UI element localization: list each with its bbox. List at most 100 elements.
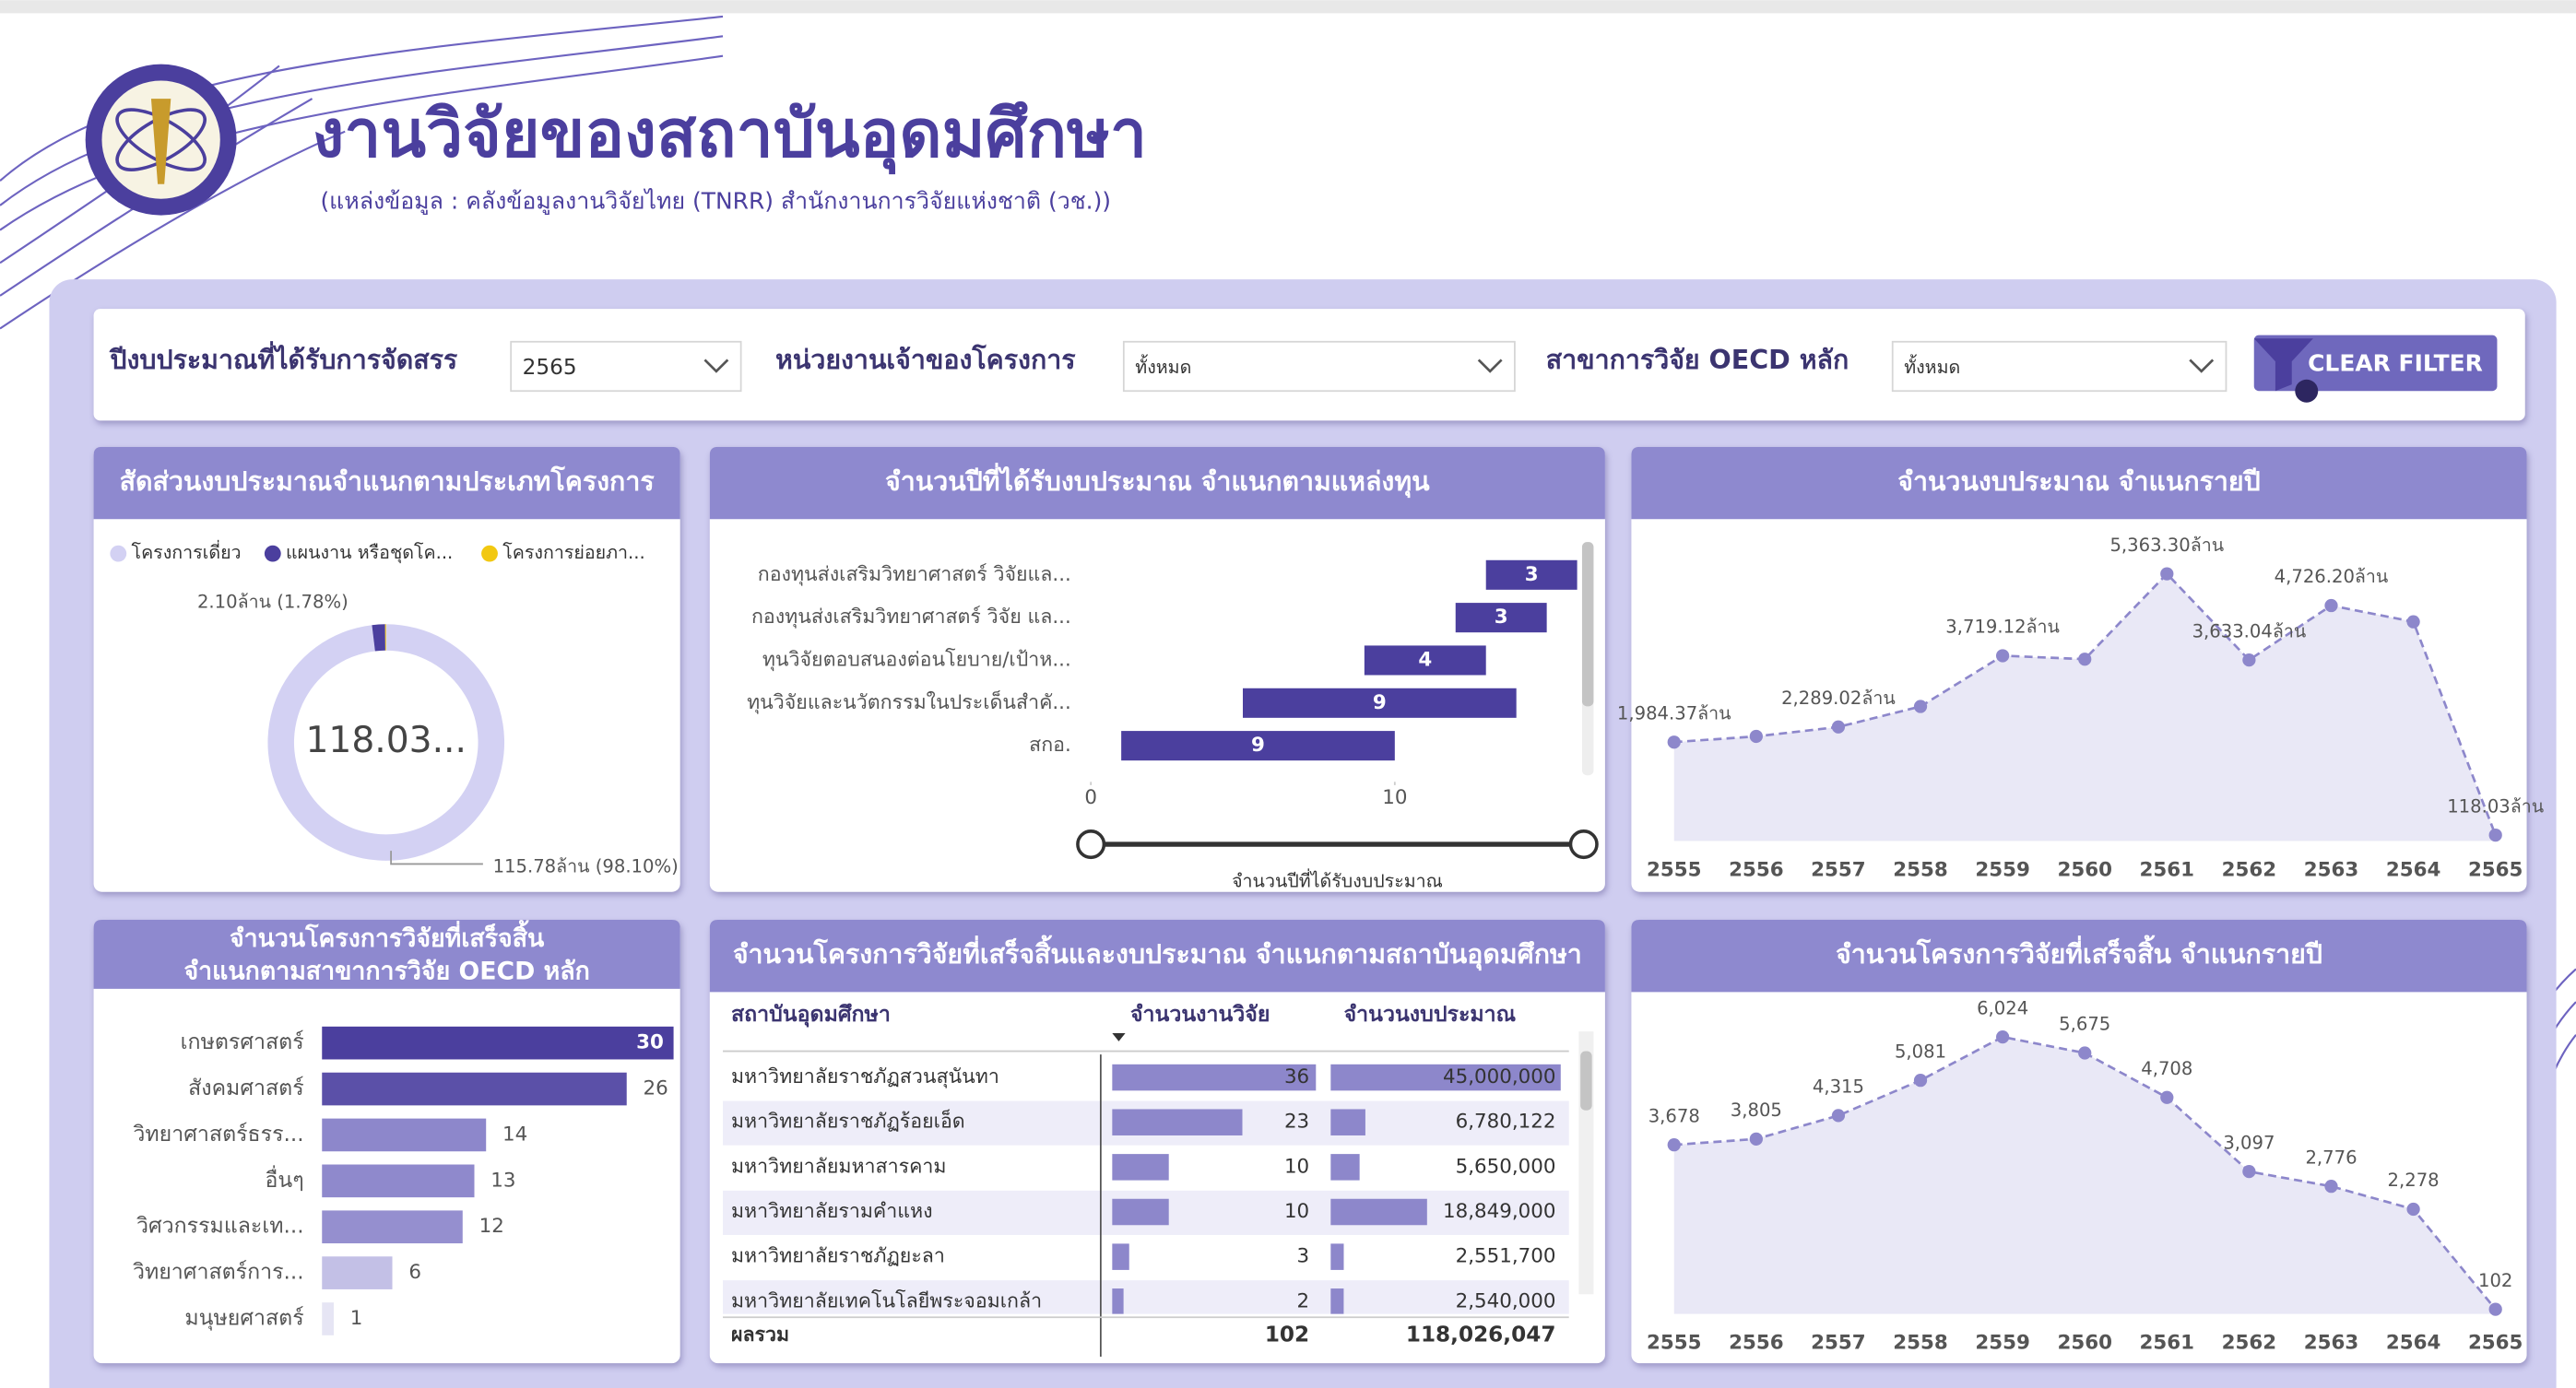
data-label: 2.10ล้าน (1.78%) bbox=[197, 592, 349, 613]
data-label: 2,278 bbox=[2388, 1170, 2440, 1191]
data-label: 3,805 bbox=[1731, 1100, 1782, 1121]
data-label: 6,024 bbox=[1977, 997, 2028, 1018]
x-tick-label: 2563 bbox=[2304, 1332, 2359, 1355]
x-tick-label: 2559 bbox=[1975, 859, 2030, 882]
data-label: 14 bbox=[502, 1123, 527, 1146]
filter-label: สาขาการวิจัย OECD หลัก bbox=[1546, 345, 1849, 375]
cell: 10 bbox=[1284, 1200, 1309, 1223]
bar bbox=[322, 1119, 486, 1152]
x-tick-label: 2556 bbox=[1729, 1332, 1784, 1355]
point bbox=[1832, 1109, 1845, 1122]
legend-swatch bbox=[265, 546, 281, 562]
point bbox=[2324, 599, 2337, 612]
point bbox=[2242, 1165, 2255, 1178]
page: งานวิจัยของสถาบันอุดมศึกษา (แหล่งข้อมูล … bbox=[0, 0, 2576, 1388]
y-tick-label: วิทยาศาสตร์ธรร... bbox=[133, 1122, 303, 1147]
x-tick-label: 2561 bbox=[2140, 1332, 2195, 1355]
data-label: 102 bbox=[2478, 1270, 2512, 1291]
x-tick-label: 2562 bbox=[2222, 859, 2277, 882]
point bbox=[1668, 1138, 1681, 1151]
card-title: สัดส่วนงบประมาณจำแนกตามประเภทโครงการ bbox=[120, 465, 656, 497]
dropdown-value[interactable]: ทั้งหมด bbox=[1135, 354, 1191, 378]
x-tick-label: 2564 bbox=[2386, 1332, 2441, 1355]
data-label: 3,719.12ล้าน bbox=[1945, 617, 2060, 638]
x-tick-label: 2557 bbox=[1811, 1332, 1866, 1355]
cell: 5,650,000 bbox=[1456, 1155, 1556, 1178]
point bbox=[1832, 721, 1845, 734]
data-label: 9 bbox=[1251, 734, 1265, 757]
data-bar bbox=[1330, 1199, 1426, 1226]
point bbox=[2406, 1203, 2419, 1216]
center-label: 118.03... bbox=[305, 720, 467, 761]
x-tick-label: 2556 bbox=[1729, 859, 1784, 882]
x-axis-title: จำนวนปีที่ได้รับงบประมาณ bbox=[1232, 869, 1443, 892]
data-bar bbox=[1330, 1154, 1359, 1181]
data-bar bbox=[1112, 1288, 1123, 1315]
content: ปีงบประมาณที่ได้รับการจัดสรร2565หน่วยงาน… bbox=[94, 335, 2545, 1363]
y-tick-label: อื่นๆ bbox=[265, 1165, 303, 1193]
x-tick-label: 2565 bbox=[2468, 1332, 2523, 1355]
column-header: จำนวนงบประมาณ bbox=[1344, 1003, 1517, 1027]
card-title: จำนวนโครงการวิจัยที่เสร็จสิ้น จำแนกรายปี bbox=[1836, 935, 2322, 970]
x-tick-label: 2563 bbox=[2304, 859, 2359, 882]
total-count: 102 bbox=[1265, 1323, 1309, 1347]
data-label: 3,633.04ล้าน bbox=[2192, 620, 2307, 641]
y-tick-label: สกอ. bbox=[1029, 734, 1071, 757]
card-title: จำแนกตามสาขาการวิจัย OECD หลัก bbox=[184, 958, 590, 986]
data-label: 2,289.02ล้าน bbox=[1781, 688, 1896, 709]
cell: มหาวิทยาลัยราชภัฏยะลา bbox=[731, 1245, 945, 1268]
cell: มหาวิทยาลัยราชภัฏสวนสุนันทา bbox=[731, 1065, 999, 1088]
card-title: จำนวนโครงการวิจัยที่เสร็จสิ้น bbox=[230, 920, 545, 953]
scrollbar-thumb[interactable] bbox=[1580, 1052, 1591, 1111]
dropdown-value[interactable]: ทั้งหมด bbox=[1904, 354, 1960, 378]
x-tick-label: 2558 bbox=[1893, 1332, 1948, 1355]
data-label: 26 bbox=[644, 1077, 668, 1100]
slider-handle[interactable] bbox=[1078, 831, 1105, 858]
cell: มหาวิทยาลัยเทคโนโลยีพระจอมเกล้า bbox=[731, 1288, 1042, 1312]
cell: มหาวิทยาลัยรามคำแหง bbox=[731, 1200, 933, 1223]
point bbox=[1914, 700, 1927, 712]
cell: มหาวิทยาลัยมหาสารคาม bbox=[731, 1155, 947, 1178]
point bbox=[2406, 616, 2419, 629]
total-label: ผลรวม bbox=[731, 1323, 789, 1347]
cell: 2,540,000 bbox=[1456, 1289, 1556, 1312]
legend-label: แผนงาน หรือชุดโค... bbox=[286, 542, 453, 564]
point bbox=[2489, 829, 2502, 841]
dropdown-value[interactable]: 2565 bbox=[523, 356, 577, 380]
data-bar bbox=[1330, 1109, 1365, 1135]
data-label: 3 bbox=[1525, 563, 1539, 586]
page-subtitle: (แหล่งข้อมูล : คลังข้อมูลงานวิจัยไทย (TN… bbox=[320, 187, 1111, 215]
point bbox=[1996, 1030, 2009, 1043]
card-title: จำนวนโครงการวิจัยที่เสร็จสิ้นและงบประมาณ… bbox=[733, 935, 1582, 970]
page-title: งานวิจัยของสถาบันอุดมศึกษา bbox=[313, 95, 1147, 174]
point bbox=[2324, 1180, 2337, 1193]
clear-icon[interactable] bbox=[2295, 380, 2318, 403]
y-tick-label: มนุษยศาสตร์ bbox=[184, 1306, 303, 1331]
bar bbox=[322, 1165, 474, 1198]
data-label: 4,726.20ล้าน bbox=[2275, 566, 2389, 587]
x-tick-label: 2557 bbox=[1811, 859, 1866, 882]
filter-label: หน่วยงานเจ้าของโครงการ bbox=[775, 344, 1076, 375]
point bbox=[1750, 1133, 1763, 1146]
bar bbox=[322, 1210, 463, 1243]
x-tick-label: 2558 bbox=[1893, 859, 1948, 882]
point bbox=[2078, 1046, 2091, 1059]
point bbox=[2160, 567, 2173, 580]
y-tick-label: กองทุนส่งเสริมวิทยาศาสตร์ วิจัยแล... bbox=[758, 563, 1071, 586]
bar bbox=[322, 1073, 626, 1106]
total-budget: 118,026,047 bbox=[1406, 1323, 1556, 1347]
filter-dropdown[interactable]: ทั้งหมด bbox=[1893, 342, 2227, 391]
data-label: 5,081 bbox=[1895, 1041, 1946, 1062]
data-label: 5,675 bbox=[2059, 1014, 2110, 1035]
point bbox=[1750, 730, 1763, 743]
button-label[interactable]: CLEAR FILTER bbox=[2308, 350, 2483, 377]
y-tick-label: วิทยาศาสตร์การ... bbox=[133, 1260, 304, 1285]
column-header: จำนวนงานวิจัย bbox=[1130, 1003, 1270, 1027]
bar bbox=[322, 1027, 673, 1060]
filter-dropdown[interactable]: 2565 bbox=[511, 342, 740, 391]
cell: 2 bbox=[1297, 1289, 1310, 1312]
data-label: 3,678 bbox=[1648, 1105, 1700, 1126]
slider-handle[interactable] bbox=[1570, 831, 1597, 858]
filter-dropdown[interactable]: ทั้งหมด bbox=[1124, 342, 1515, 391]
point bbox=[1914, 1074, 1927, 1087]
